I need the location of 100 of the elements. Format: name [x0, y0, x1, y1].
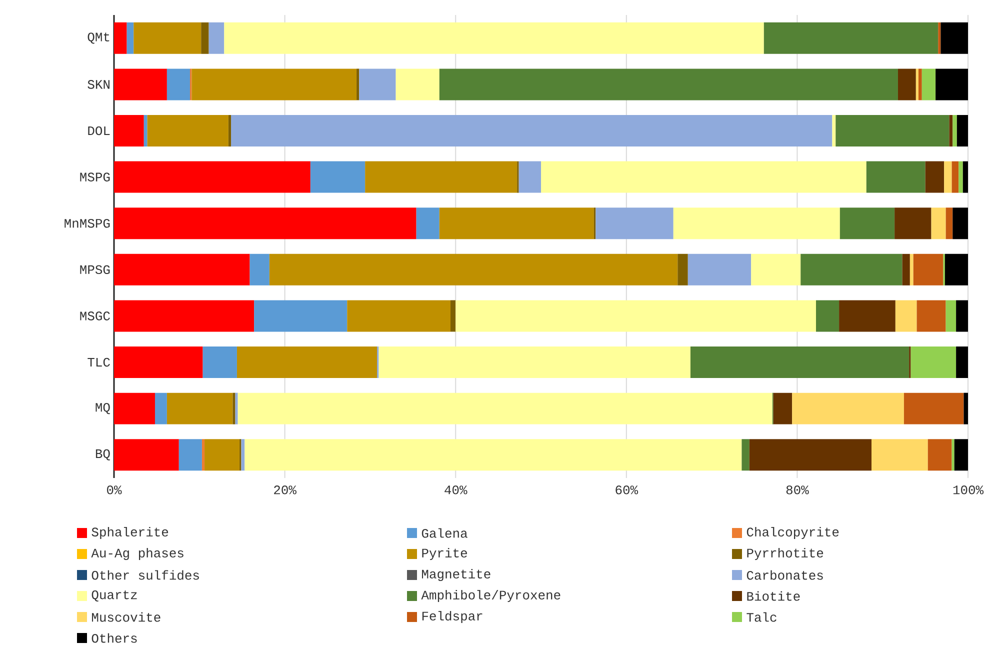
bar — [944, 161, 952, 193]
bar — [956, 346, 968, 378]
bar — [913, 254, 944, 286]
bar — [439, 208, 594, 240]
legend-label: Carbonates — [746, 570, 823, 580]
bar — [910, 346, 956, 378]
legend-label: Au-Ag phases — [91, 548, 184, 560]
bar — [378, 346, 690, 378]
bar — [208, 22, 224, 54]
y-tick-label: MSGC — [80, 312, 110, 320]
bar — [114, 300, 254, 332]
y-tick-label: MPSG — [80, 265, 110, 274]
bar — [231, 115, 832, 146]
bar — [952, 115, 957, 146]
bar — [800, 254, 902, 286]
bar — [952, 161, 959, 193]
legend-label: Biotite — [747, 591, 800, 601]
bar — [749, 439, 872, 471]
bar — [232, 392, 236, 424]
y-tick-label: QMt — [88, 32, 110, 44]
bar — [944, 254, 968, 286]
bar — [956, 115, 968, 146]
y-tick-label: DOL — [88, 126, 110, 136]
bar — [254, 300, 348, 332]
bar — [952, 208, 968, 240]
legend-label: Other sulfides — [92, 570, 199, 580]
legend-label: Feldspar — [422, 610, 482, 624]
bar — [895, 300, 917, 332]
bar — [114, 346, 203, 378]
bar — [764, 22, 938, 54]
bar — [224, 22, 764, 54]
bar — [916, 68, 918, 100]
y-tick-label: MSPG — [80, 172, 110, 182]
bar — [916, 300, 946, 332]
y-tick-label: SKN — [88, 80, 110, 89]
legend-label: Magnetite — [422, 568, 490, 582]
bar — [949, 115, 953, 146]
bar — [356, 68, 360, 100]
bar — [347, 300, 450, 332]
x-tick-label: 40% — [444, 486, 468, 494]
bar — [228, 115, 231, 146]
bar — [439, 68, 898, 100]
legend-label: Others — [92, 633, 137, 643]
bar — [690, 346, 910, 378]
legend-label: Pyrite — [422, 548, 467, 560]
bar — [918, 68, 922, 100]
bar — [962, 161, 968, 193]
bar — [940, 22, 968, 54]
legend-label: Galena — [422, 528, 468, 538]
bar — [964, 392, 968, 424]
bar — [416, 208, 440, 240]
bar — [541, 161, 866, 193]
bar — [250, 254, 270, 286]
bar — [134, 22, 202, 54]
legend-label: Amphibole/Pyroxene — [421, 590, 560, 602]
bar — [931, 208, 946, 240]
legend-label: Pyrrhotite — [747, 548, 824, 560]
bar — [450, 300, 456, 332]
bar — [928, 439, 952, 471]
bar — [178, 439, 202, 471]
bar — [792, 392, 904, 424]
y-tick-label: MnMSPG — [64, 218, 110, 228]
bar — [872, 439, 928, 471]
legend-label: Sphalerite — [92, 526, 168, 540]
y-tick-label: BQ — [96, 449, 110, 460]
bar — [114, 115, 144, 146]
bar — [936, 68, 968, 100]
bar — [202, 346, 237, 378]
x-tick-label: 80% — [786, 486, 809, 494]
bar — [688, 254, 752, 286]
bar — [365, 161, 518, 193]
bar — [114, 22, 127, 54]
bar — [396, 68, 440, 100]
bar — [114, 161, 310, 193]
bar — [956, 300, 968, 332]
bar — [147, 115, 228, 146]
bar — [114, 254, 250, 286]
bar — [235, 392, 238, 424]
bar — [310, 161, 366, 193]
legend-label: Quartz — [92, 590, 137, 602]
bar — [922, 68, 936, 100]
bar — [269, 254, 678, 286]
x-tick-label: 20% — [274, 486, 296, 494]
bar — [192, 68, 357, 100]
bar — [202, 439, 205, 471]
bar — [236, 346, 378, 378]
bar — [958, 161, 963, 193]
bar — [840, 208, 895, 240]
bar — [839, 300, 896, 332]
bar — [126, 22, 134, 54]
x-tick-label: 100% — [953, 486, 984, 494]
bar — [898, 68, 916, 100]
bar — [904, 392, 964, 424]
y-tick-label: TLC — [88, 358, 110, 367]
bar — [154, 392, 167, 424]
bar — [938, 22, 941, 54]
bar — [359, 68, 396, 100]
bar — [518, 161, 542, 193]
bar — [596, 208, 674, 240]
y-tick-label: MQ — [96, 402, 110, 414]
